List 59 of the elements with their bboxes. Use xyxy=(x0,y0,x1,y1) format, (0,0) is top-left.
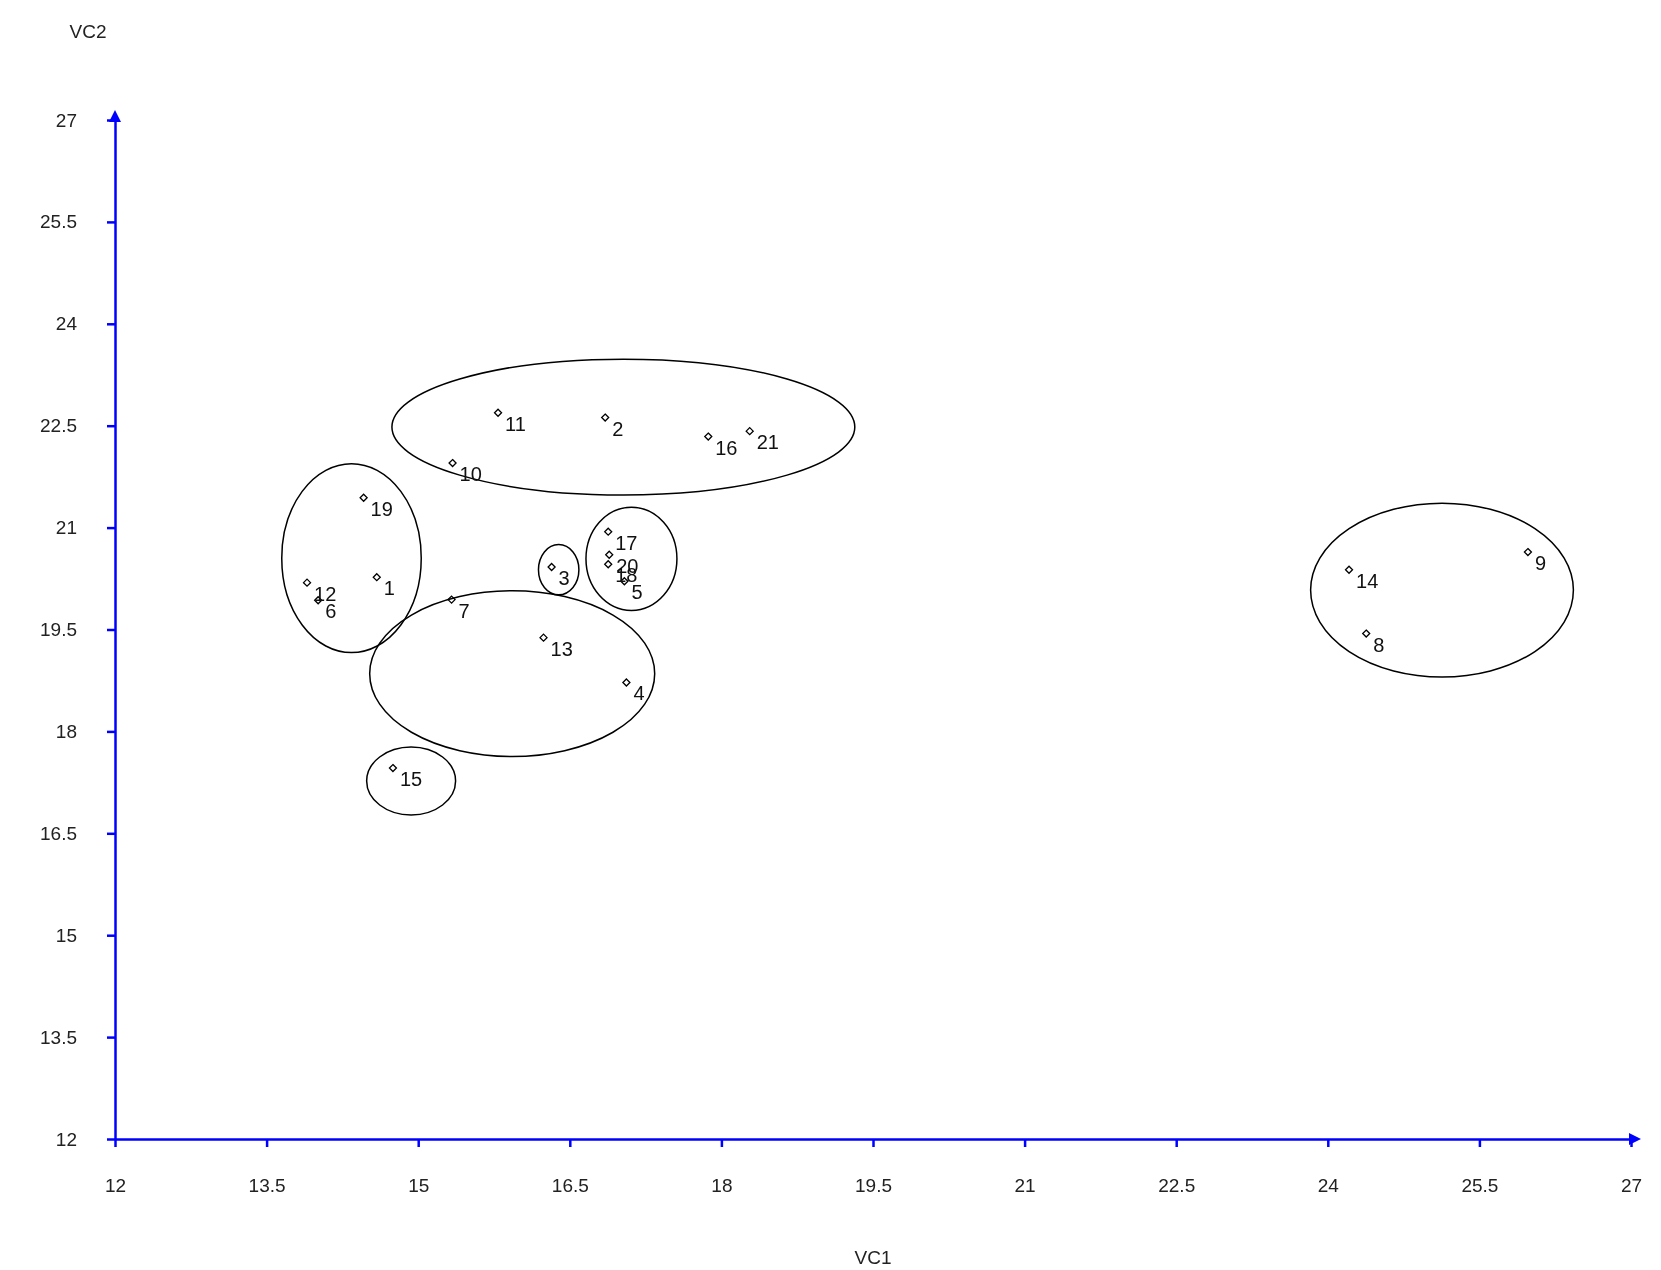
annotation: 3 xyxy=(558,567,570,589)
y-tick-label: 13.5 xyxy=(40,1026,77,1048)
y-tick-label: 27 xyxy=(55,109,77,131)
x-tick-label: 22.5 xyxy=(1158,1175,1196,1197)
annotation: 5 xyxy=(631,581,643,604)
point xyxy=(745,426,754,436)
x-axis-title: VC1 xyxy=(854,1247,892,1268)
point xyxy=(622,678,631,687)
y-tick-label: 19.5 xyxy=(40,619,77,641)
point xyxy=(601,413,610,422)
annotation: 21 xyxy=(756,431,779,454)
y-tick-label: 22.5 xyxy=(40,415,77,437)
annotation: 19 xyxy=(370,497,393,520)
y-axis-title: VC2 xyxy=(69,21,107,42)
point xyxy=(1344,565,1354,574)
x-tick-label: 19.5 xyxy=(855,1175,892,1197)
annotation: 17 xyxy=(615,531,638,554)
annotation: 8 xyxy=(1373,633,1385,656)
annotation: 4 xyxy=(633,682,645,705)
annotation: 7 xyxy=(458,599,470,622)
y-tick-label: 12 xyxy=(55,1128,77,1150)
y-tick-label: 21 xyxy=(55,517,77,539)
point xyxy=(604,527,613,536)
x-tick-label: 25.5 xyxy=(1461,1175,1499,1197)
y-tick-label: 15 xyxy=(55,924,77,946)
x-tick-label: 27 xyxy=(1620,1175,1643,1197)
point xyxy=(359,493,368,502)
annotation: 2 xyxy=(612,417,624,440)
annotation: 1 xyxy=(383,577,395,600)
x-tick-label: 18 xyxy=(711,1175,733,1197)
point xyxy=(448,458,457,468)
y-tick-label: 18 xyxy=(55,720,77,742)
annotation: 16 xyxy=(715,436,738,459)
point xyxy=(704,432,713,441)
point xyxy=(447,595,456,604)
point xyxy=(1523,547,1533,557)
point xyxy=(372,573,381,582)
point xyxy=(604,560,613,569)
y-tick-label: 25.5 xyxy=(40,211,77,233)
annotation: 11 xyxy=(505,412,526,435)
point xyxy=(302,578,312,587)
point xyxy=(605,550,614,559)
x-tick-label: 12 xyxy=(104,1175,127,1197)
point xyxy=(1362,629,1371,638)
annotation: 14 xyxy=(1356,569,1379,592)
x-tick-label: 21 xyxy=(1014,1175,1036,1197)
y-tick-label: 16.5 xyxy=(40,822,77,844)
point xyxy=(539,633,548,642)
point xyxy=(388,763,398,773)
point xyxy=(493,408,503,417)
x-tick-label: 16.5 xyxy=(551,1175,589,1197)
annotation: 15 xyxy=(399,768,423,791)
point xyxy=(547,562,556,572)
x-tick-label: 15 xyxy=(408,1175,430,1197)
x-tick-label: 13.5 xyxy=(248,1175,286,1197)
x-tick-label: 24 xyxy=(1317,1175,1340,1197)
annotation: 13 xyxy=(550,637,573,660)
annotation: 9 xyxy=(1534,552,1547,575)
y-tick-label: 24 xyxy=(55,313,78,335)
